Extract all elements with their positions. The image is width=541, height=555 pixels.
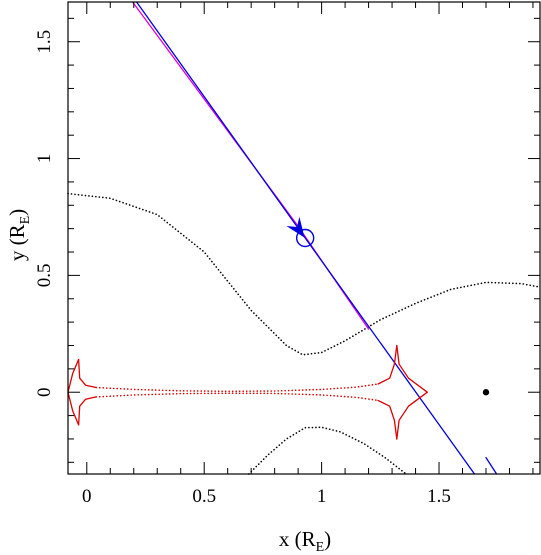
point-marker: [482, 389, 490, 396]
open-circle-marker: [295, 228, 315, 248]
series-solid-red-6: [77, 358, 97, 389]
x-tick-label: 1.5: [427, 486, 451, 507]
y-tick-label: 1.5: [34, 30, 55, 54]
series-dotted-red-9: [95, 392, 379, 402]
series-dotted-black-1: [248, 426, 407, 475]
y-tick-label: 0.5: [34, 264, 55, 288]
direction-arrowhead: [286, 216, 305, 238]
series-solid-red-10: [377, 344, 398, 385]
x-axis-title: x (RE): [279, 527, 331, 555]
tick-label-layer: 0 0.5 1 1.5 0 0.5 1 1.5: [34, 30, 451, 507]
x-tick-label: 0: [82, 486, 92, 507]
x-tick-label: 1: [317, 486, 327, 507]
marker-layer: [286, 216, 490, 396]
series-solid-red-13: [396, 391, 428, 440]
y-tick-label: 1: [34, 154, 55, 164]
series-solid-red-11: [377, 399, 398, 440]
series-solid-blue-4: [485, 456, 498, 475]
series-dotted-red-8: [95, 383, 379, 393]
x-tick-label: 0.5: [192, 486, 216, 507]
series-solid-red-7: [77, 396, 97, 426]
series-solid-blue-3: [135, 1, 476, 475]
series-layer: [67, 1, 541, 475]
series-dotted-black-0: [67, 192, 541, 356]
y-tick-label: 0: [34, 387, 55, 397]
y-axis-title: y (RE): [5, 209, 33, 261]
plot-frame: [67, 1, 541, 475]
tick-layer: [68, 2, 540, 474]
series-solid-red-12: [396, 344, 428, 393]
